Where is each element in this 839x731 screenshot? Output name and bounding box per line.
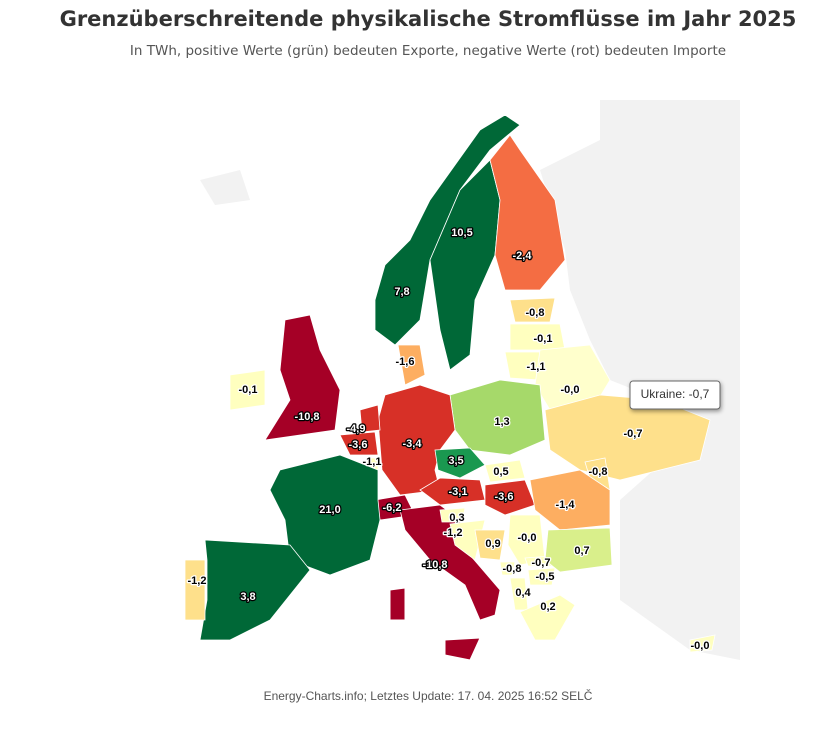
value-label: 10,5	[451, 227, 472, 239]
footer: Energy-Charts.info; Letztes Update: 17. …	[264, 688, 593, 703]
island	[389, 587, 406, 621]
country	[509, 297, 556, 323]
country	[499, 561, 516, 576]
value-label: 21,0	[319, 504, 340, 516]
country	[449, 379, 546, 456]
value-label: 0,2	[540, 601, 555, 613]
country	[544, 527, 613, 573]
value-label: -6,2	[383, 502, 402, 514]
value-labels: 7,8 10,5 -2,4 -0,8 -0,1 -1,1 -0,0 -0,7 -0,8 1,3 -3…	[186, 226, 710, 654]
value-label: 3,8	[240, 591, 255, 603]
value-label: -3,4	[403, 438, 423, 450]
tooltip-box	[629, 380, 721, 410]
value-label: -3,1	[449, 486, 468, 498]
country	[434, 447, 486, 479]
value-label: -1,2	[444, 527, 463, 539]
background-land	[200, 170, 250, 205]
value-label: -3,6	[495, 491, 514, 503]
value-label: -1,6	[396, 356, 415, 368]
subtitle: In TWh, positive Werte (grün) bedeuten E…	[130, 43, 726, 59]
country	[527, 567, 556, 586]
island	[444, 637, 481, 661]
value-label: 0,4	[515, 587, 531, 599]
value-label: -0,8	[503, 563, 522, 575]
country	[184, 559, 206, 621]
value-label: -1,2	[188, 575, 207, 587]
value-label: 0,5	[493, 466, 508, 478]
value-label: -10,8	[294, 411, 319, 423]
value-label: -0,7	[624, 428, 643, 440]
country	[269, 454, 381, 576]
country	[474, 529, 506, 561]
value-label: 1,3	[494, 416, 509, 428]
value-label: -0,7	[532, 557, 551, 569]
value-label: -3,6	[349, 439, 368, 451]
tooltip-text: Ukraine: -0,7	[641, 387, 710, 401]
background-land	[540, 100, 740, 660]
value-label: -4,9	[347, 423, 366, 435]
title: Grenzüberschreitende physikalische Strom…	[60, 7, 797, 31]
value-label: -0,1	[534, 333, 553, 345]
value-label: 3,5	[448, 455, 463, 467]
country	[429, 159, 501, 371]
country	[374, 114, 521, 346]
value-label: -0,0	[561, 384, 580, 396]
value-label: 7,8	[394, 286, 409, 298]
value-label: -0,0	[691, 640, 710, 652]
country	[519, 594, 576, 641]
value-label: -0,5	[536, 571, 555, 583]
country	[339, 431, 379, 456]
country	[689, 634, 716, 653]
value-label: 0,7	[574, 545, 589, 557]
country	[484, 479, 536, 516]
value-label: -0,8	[526, 307, 545, 319]
country	[199, 539, 311, 641]
country	[264, 314, 341, 441]
value-label: -2,4	[513, 250, 533, 262]
value-label: -10,8	[422, 559, 447, 571]
value-label: -0,8	[589, 466, 608, 478]
country	[359, 404, 381, 433]
value-label: 0,9	[485, 538, 500, 550]
value-label: -1,4	[556, 499, 576, 511]
country	[484, 459, 526, 483]
value-label: 0,3	[449, 512, 464, 524]
country	[439, 507, 466, 523]
value-label: -1,1	[527, 361, 546, 373]
country	[419, 477, 486, 506]
country	[489, 134, 566, 291]
country	[529, 469, 611, 531]
country	[397, 344, 426, 386]
country	[377, 384, 456, 496]
value-label: -0,1	[239, 384, 258, 396]
country	[229, 369, 266, 411]
value-label: -1,1	[363, 456, 382, 468]
countries	[184, 114, 716, 661]
tooltip: Ukraine: -0,7	[629, 380, 721, 410]
value-label: -0,0	[518, 532, 537, 544]
